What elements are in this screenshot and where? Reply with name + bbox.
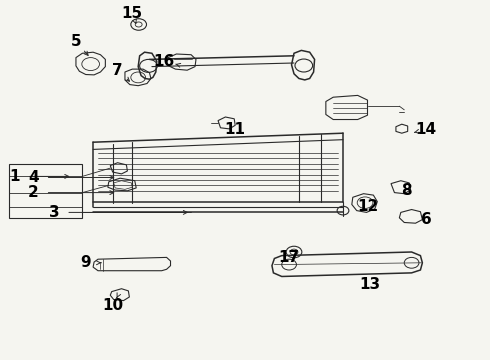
Text: 9: 9 bbox=[80, 255, 91, 270]
Text: 11: 11 bbox=[225, 122, 245, 137]
Text: 10: 10 bbox=[102, 298, 123, 314]
Text: 1: 1 bbox=[9, 169, 20, 184]
Text: 17: 17 bbox=[278, 250, 300, 265]
Text: 7: 7 bbox=[112, 63, 123, 78]
Text: 2: 2 bbox=[28, 185, 39, 200]
Text: 3: 3 bbox=[49, 205, 59, 220]
Text: 16: 16 bbox=[153, 54, 175, 69]
Text: 15: 15 bbox=[122, 6, 143, 21]
Text: 8: 8 bbox=[401, 183, 412, 198]
Text: 12: 12 bbox=[357, 199, 378, 215]
Text: 6: 6 bbox=[421, 212, 432, 227]
Text: 4: 4 bbox=[28, 170, 39, 185]
Text: 14: 14 bbox=[416, 122, 437, 137]
Text: 13: 13 bbox=[359, 277, 381, 292]
Text: 5: 5 bbox=[71, 34, 81, 49]
